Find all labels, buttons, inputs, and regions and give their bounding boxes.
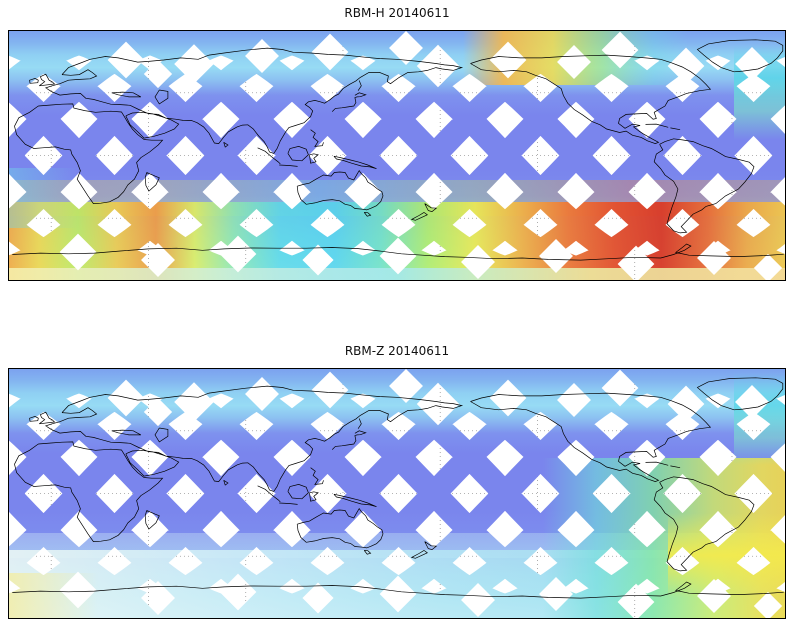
map-plot-rbm-z <box>8 368 786 619</box>
panel-title-rbm-z: RBM-Z 20140611 <box>344 344 450 358</box>
coastlines <box>12 377 784 599</box>
coastlines <box>12 39 784 261</box>
map-panel-rbm-z <box>8 368 786 619</box>
panel-title-rbm-h: RBM-H 20140611 <box>344 6 450 20</box>
map-panel-rbm-h <box>8 30 786 281</box>
plot-border <box>8 368 786 619</box>
plot-border <box>8 30 786 281</box>
map-plot-rbm-h <box>8 30 786 281</box>
